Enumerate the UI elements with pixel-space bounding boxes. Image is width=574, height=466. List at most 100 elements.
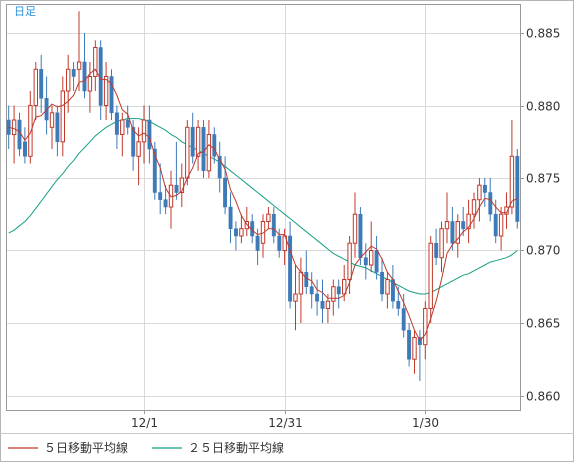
candle-body-down [315, 293, 320, 302]
candle-body-down [201, 127, 206, 172]
candle-body-down [152, 148, 157, 193]
candle-body-down [401, 308, 406, 331]
candle-body-down [190, 127, 195, 157]
candle-body-up [385, 279, 390, 295]
x-tick-label: 12/31 [268, 416, 303, 430]
candle-body-up [179, 177, 185, 193]
candle-body-down [228, 206, 233, 229]
candle-body-down [450, 221, 455, 244]
candle-body-down [493, 213, 498, 237]
candle-body-up [504, 206, 509, 215]
candle-body-down [39, 69, 44, 99]
candle-body-up [444, 221, 450, 230]
candle-body-down [277, 235, 282, 251]
candle-body-up [195, 126, 201, 157]
candle-body-down [288, 235, 293, 302]
candle-body-up [412, 337, 417, 360]
candlestick-series [6, 11, 520, 381]
candle-body-down [234, 228, 238, 237]
candle-body-down [212, 134, 217, 157]
candle-body-up [66, 68, 71, 92]
candle-body-up [471, 199, 477, 215]
timeframe-label: 日足 [14, 5, 36, 18]
candle-body-down [320, 300, 325, 309]
y-tick-label: 0.865 [526, 317, 560, 331]
candle-body-down [407, 329, 412, 360]
x-tick-label: 12/1 [131, 416, 158, 430]
ma5-line [8, 68, 518, 342]
legend-ma25-label: ２５日移動平均線 [188, 440, 284, 455]
candle-body-up [76, 61, 82, 70]
y-tick-label: 0.870 [526, 244, 560, 258]
ma5-series [8, 68, 518, 342]
y-tick-label: 0.875 [526, 172, 560, 186]
candle-body-down [55, 112, 60, 143]
candle-body-down [23, 141, 27, 157]
candle-body-down [158, 192, 163, 200]
grid [6, 4, 520, 410]
candle-body-down [304, 271, 309, 287]
candle-body-up [49, 112, 55, 128]
candle-body-up [141, 119, 147, 143]
candle-body-up [103, 76, 109, 106]
candle-body-down [380, 271, 385, 295]
candle-body-down [336, 286, 341, 295]
candle-body-up [11, 119, 17, 135]
candle-body-down [482, 184, 487, 193]
candle-body-up [466, 213, 471, 230]
candle-body-down [488, 192, 493, 215]
candle-body-up [455, 221, 461, 244]
candle-body-up [477, 184, 482, 201]
candle-body-down [217, 156, 222, 179]
candle-body-up [239, 228, 244, 237]
y-tick-label: 0.885 [526, 27, 560, 41]
candle-body-up [428, 242, 433, 309]
candle-body-down [71, 69, 76, 77]
y-tick-label: 0.880 [526, 100, 560, 114]
candle-body-down [363, 257, 368, 266]
plot-area [6, 4, 521, 411]
candle-body-up [136, 141, 141, 157]
candle-body-up [185, 126, 190, 179]
candle-body-up [266, 213, 271, 222]
candle-body-up [325, 300, 331, 310]
candle-body-down [163, 199, 168, 208]
candle-body-up [369, 250, 374, 266]
legend-ma5-label: ５日移動平均線 [44, 440, 128, 455]
candle-body-down [309, 286, 314, 295]
candle-body-down [114, 112, 119, 135]
candle-body-down [17, 119, 22, 150]
candle-body-up [423, 308, 428, 346]
candle-body-down [515, 156, 520, 222]
candle-body-down [131, 127, 136, 157]
candle-body-down [109, 76, 114, 114]
candle-body-up [293, 293, 298, 302]
candle-body-up [298, 271, 304, 295]
candle-body-up [498, 213, 504, 237]
candle-body-down [434, 242, 439, 258]
candle-body-down [461, 221, 466, 229]
x-axis: 12/1 12/31 1/30 [131, 410, 439, 430]
candle-body-down [174, 184, 179, 193]
candle-body-down [358, 213, 363, 258]
legend: ５日移動平均線 ２５日移動平均線 [8, 440, 284, 455]
candle-body-up [347, 242, 352, 280]
candle-body-up [33, 68, 38, 107]
candle-body-down [255, 235, 260, 251]
candle-body-down [396, 300, 401, 309]
candle-body-down [223, 177, 228, 208]
candle-body-up [60, 90, 65, 143]
candle-body-down [147, 119, 152, 150]
candle-body-up [342, 279, 347, 295]
candle-body-up [28, 105, 33, 157]
candle-body-down [271, 213, 276, 237]
candle-body-down [374, 250, 379, 273]
candle-body-up [87, 76, 93, 92]
candle-body-up [331, 286, 336, 302]
candle-body-up [93, 47, 98, 77]
candle-body-up [439, 228, 444, 259]
y-axis: 0.860 0.865 0.870 0.875 0.880 0.885 [520, 27, 560, 404]
